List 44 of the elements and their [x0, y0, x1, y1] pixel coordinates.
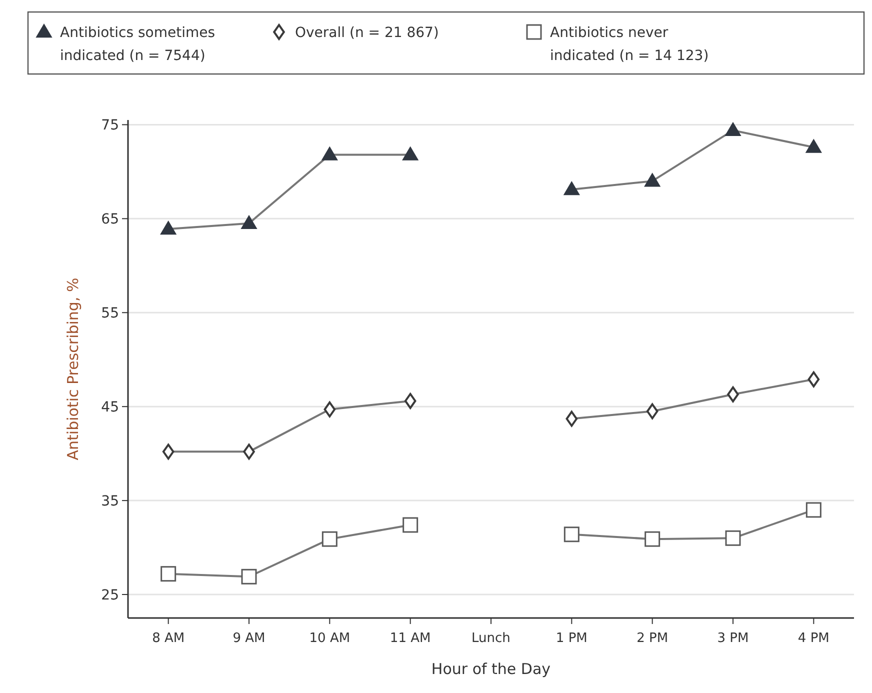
x-tick-label: 10 AM [309, 631, 350, 646]
y-tick-label: 45 [101, 400, 119, 416]
point [322, 147, 338, 160]
y-tick-label: 25 [101, 588, 119, 604]
x-tick-label: 9 AM [232, 631, 266, 646]
point [806, 140, 822, 153]
point [404, 392, 416, 409]
x-tick-label: 3 PM [717, 631, 749, 646]
point [646, 403, 658, 420]
point [806, 502, 822, 518]
x-tick-label: 4 PM [798, 631, 830, 646]
point [644, 173, 660, 187]
point [162, 444, 174, 460]
y-tick-label: 65 [101, 212, 119, 228]
point [243, 444, 255, 460]
y-tick-label: 35 [101, 494, 119, 510]
point [241, 216, 257, 230]
x-tick-label: Lunch [472, 631, 510, 646]
y-tick-label: 55 [101, 306, 119, 322]
point [727, 386, 739, 402]
legend-label: Antibiotics never indicated (n = 14 123) [550, 25, 709, 64]
point [402, 147, 418, 160]
x-axis-title: Hour of the Day [431, 660, 551, 678]
legend-label: Overall (n = 21 867) [295, 25, 439, 41]
x-tick-label: 1 PM [556, 631, 588, 646]
point [322, 531, 338, 547]
point [808, 371, 820, 388]
point [725, 122, 741, 136]
point [160, 566, 176, 582]
point [644, 531, 660, 547]
point [725, 530, 741, 546]
legend-label: Antibiotics sometimes indicated (n = 7544) [60, 25, 216, 64]
point [564, 182, 580, 196]
x-tick-label: 11 AM [390, 631, 431, 646]
point [564, 526, 580, 542]
point [241, 568, 257, 584]
point [566, 410, 578, 427]
point [160, 221, 176, 235]
y-axis-title: Antibiotic Prescribing, % [64, 278, 82, 460]
x-tick-label: 2 PM [636, 631, 668, 646]
point [324, 401, 336, 418]
x-tick-label: 8 AM [152, 631, 185, 646]
y-tick-label: 75 [101, 118, 119, 134]
point [402, 517, 418, 533]
